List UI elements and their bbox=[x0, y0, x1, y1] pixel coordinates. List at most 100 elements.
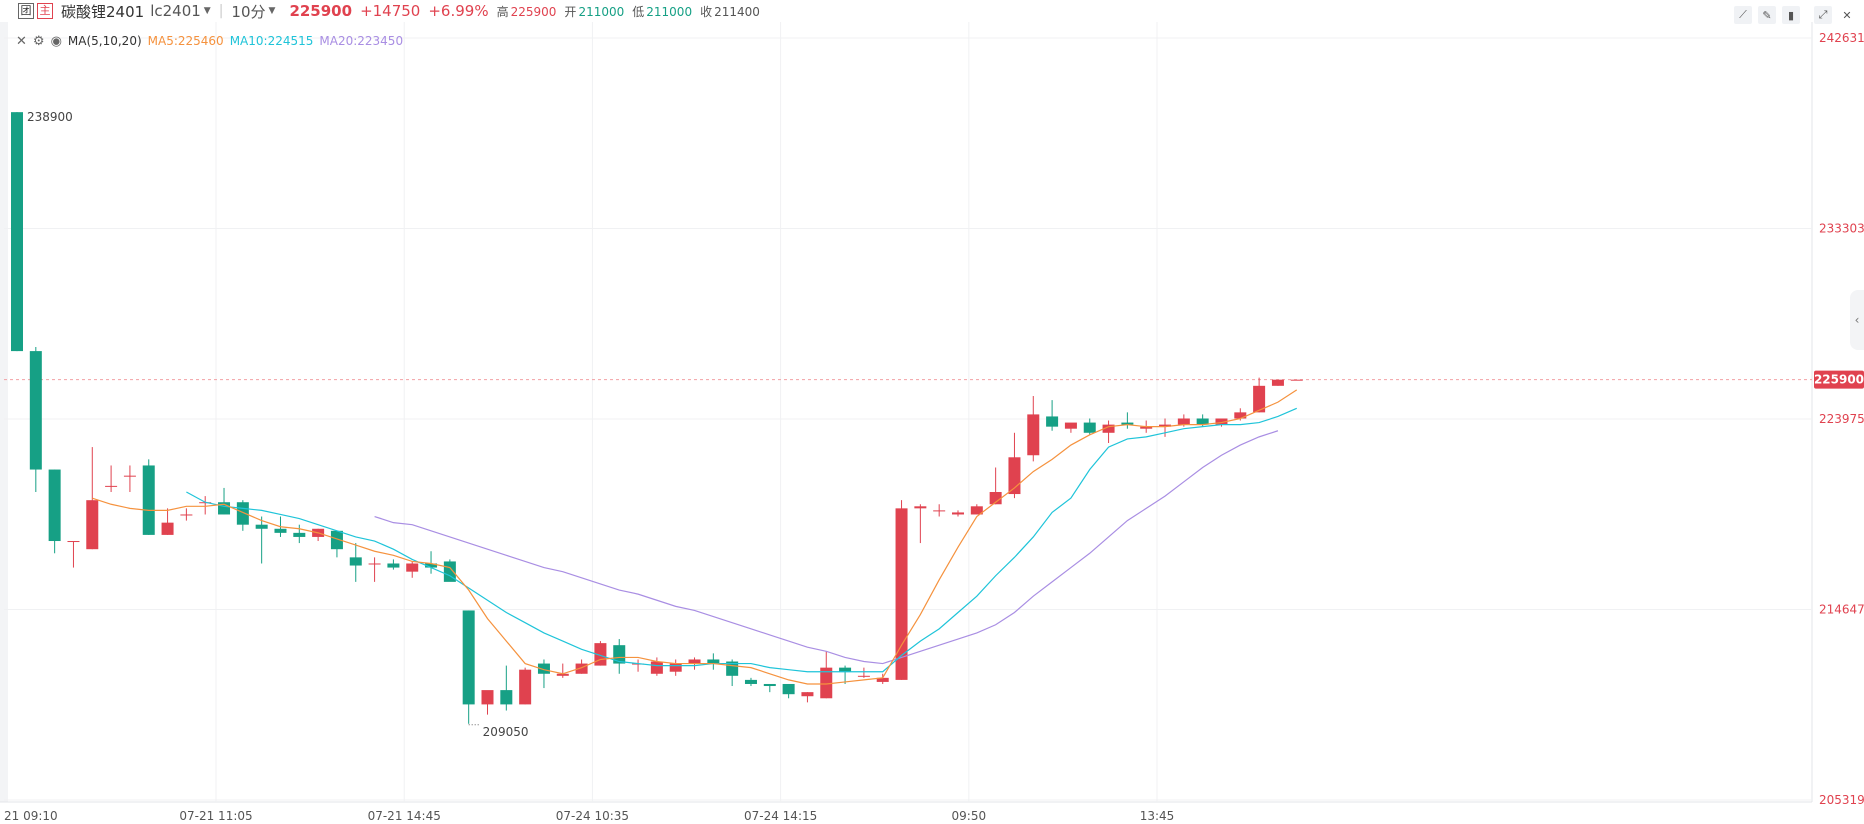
close-value: 211400 bbox=[714, 4, 760, 19]
y-tick-label: 214647 bbox=[1819, 603, 1864, 617]
high-label: 高 bbox=[496, 4, 509, 19]
y-tick-label: 233303 bbox=[1819, 222, 1864, 236]
candle-body bbox=[1196, 418, 1209, 425]
ma-params[interactable]: MA(5,10,20) bbox=[67, 34, 142, 48]
candle-body bbox=[293, 532, 306, 537]
settings-icon[interactable]: ⚙ bbox=[32, 33, 45, 49]
candle-body bbox=[895, 508, 908, 680]
open-label: 开 bbox=[564, 4, 577, 19]
low-value: 211000 bbox=[646, 4, 693, 19]
x-tick-label: 09:50 bbox=[952, 809, 987, 823]
candle-body bbox=[105, 485, 118, 487]
main-contract-badge: 主 bbox=[37, 3, 53, 19]
candle-body bbox=[236, 502, 249, 525]
candle-body bbox=[368, 563, 381, 565]
candle-body bbox=[425, 563, 438, 568]
candlestick-icon[interactable]: ▮ bbox=[1782, 6, 1800, 24]
last-price-tag bbox=[1814, 370, 1864, 389]
candle-body bbox=[180, 514, 193, 516]
x-tick-label: 07-24 10:35 bbox=[556, 809, 629, 823]
pencil-icon[interactable]: ✎ bbox=[1758, 6, 1776, 24]
candle-body bbox=[406, 563, 419, 572]
candle-body bbox=[575, 663, 588, 674]
x-tick-label: 07-21 11:05 bbox=[179, 809, 252, 823]
open-value: 211000 bbox=[578, 4, 625, 19]
x-tick-label: 21 09:10 bbox=[4, 809, 58, 823]
close-window-icon[interactable]: ✕ bbox=[1842, 8, 1852, 22]
ma10-line bbox=[186, 407, 1297, 673]
candle-body bbox=[1027, 414, 1040, 456]
candle-body bbox=[29, 351, 42, 470]
candle-body bbox=[857, 675, 870, 677]
group-badge[interactable]: 团 bbox=[18, 3, 34, 19]
candle-body bbox=[481, 690, 494, 705]
close-label: 收 bbox=[700, 4, 713, 19]
candle-body bbox=[820, 667, 833, 699]
candle-body bbox=[1159, 424, 1172, 427]
candle-body bbox=[11, 112, 23, 352]
quote-header: 团 主 碳酸锂2401 lc2401 ▼ | 10分 ▼ 225900 +147… bbox=[0, 0, 1864, 22]
candle-body bbox=[970, 506, 983, 515]
close-stat: 收 211400 bbox=[700, 3, 760, 20]
candle-body bbox=[613, 645, 626, 664]
ma20-line bbox=[374, 430, 1279, 665]
line-tool-icon[interactable]: ⟋ bbox=[1734, 6, 1752, 24]
x-tick-label: 07-24 14:15 bbox=[744, 809, 817, 823]
candle-body bbox=[650, 661, 663, 674]
chevron-left-icon: ‹ bbox=[1854, 313, 1860, 327]
y-tick-label: 223975 bbox=[1819, 412, 1864, 426]
eye-icon[interactable]: ◉ bbox=[50, 33, 62, 49]
candle-body bbox=[876, 677, 889, 682]
candle-body bbox=[556, 673, 569, 676]
candle-body bbox=[1253, 385, 1266, 413]
candle-body bbox=[48, 469, 61, 542]
candle-body bbox=[86, 500, 99, 550]
candle-body bbox=[123, 475, 136, 477]
candle-body bbox=[1271, 379, 1284, 386]
candle-body bbox=[500, 690, 513, 705]
candle-body bbox=[1290, 379, 1303, 381]
candle-body bbox=[274, 528, 287, 533]
candle-body bbox=[1102, 424, 1115, 433]
candle-body bbox=[782, 683, 795, 695]
instrument-name[interactable]: 碳酸锂2401 bbox=[61, 2, 145, 21]
candle-body bbox=[763, 683, 776, 687]
low-label: 低 bbox=[632, 4, 645, 19]
candle-body bbox=[387, 563, 400, 568]
close-icon[interactable]: ✕ bbox=[16, 33, 27, 49]
candle-body bbox=[669, 663, 682, 672]
chart-toolbar: ⟋ ✎ ▮ ⤢ ✕ bbox=[1728, 6, 1856, 24]
ma10-value: MA10:224515 bbox=[229, 34, 314, 48]
ma5-value: MA5:225460 bbox=[147, 34, 224, 48]
candle-body bbox=[1083, 422, 1096, 433]
chevron-down-icon[interactable]: ▼ bbox=[203, 6, 211, 16]
candle-body bbox=[952, 512, 964, 515]
candle-body bbox=[1177, 418, 1190, 425]
candle-body bbox=[1215, 418, 1228, 425]
divider: | bbox=[218, 3, 224, 19]
high-stat: 高 225900 bbox=[497, 3, 557, 20]
y-tick-label: 242631 bbox=[1819, 31, 1864, 45]
candle-body bbox=[161, 522, 174, 535]
candle-body bbox=[839, 667, 852, 672]
candle-body bbox=[349, 557, 362, 566]
y-tick-label: 205319 bbox=[1819, 793, 1864, 807]
candle-body bbox=[67, 541, 80, 543]
chevron-down-icon[interactable]: ▼ bbox=[268, 6, 276, 16]
price-change: +14750 bbox=[360, 2, 421, 20]
collapse-panel-tab[interactable]: ‹ bbox=[1850, 290, 1864, 350]
candle-body bbox=[594, 643, 607, 666]
x-tick-label: 13:45 bbox=[1140, 809, 1175, 823]
candle-body bbox=[744, 679, 757, 684]
candle-body bbox=[707, 659, 720, 664]
candle-body bbox=[1064, 422, 1077, 429]
ma5-line bbox=[92, 389, 1298, 685]
period-selector[interactable]: 10分 bbox=[231, 2, 266, 21]
instrument-code[interactable]: lc2401 bbox=[150, 2, 201, 20]
x-tick-label: 07-21 14:45 bbox=[368, 809, 441, 823]
expand-icon[interactable]: ⤢ bbox=[1814, 6, 1832, 24]
candle-body bbox=[519, 669, 532, 705]
candle-body bbox=[255, 524, 268, 529]
candle-body bbox=[537, 663, 550, 674]
